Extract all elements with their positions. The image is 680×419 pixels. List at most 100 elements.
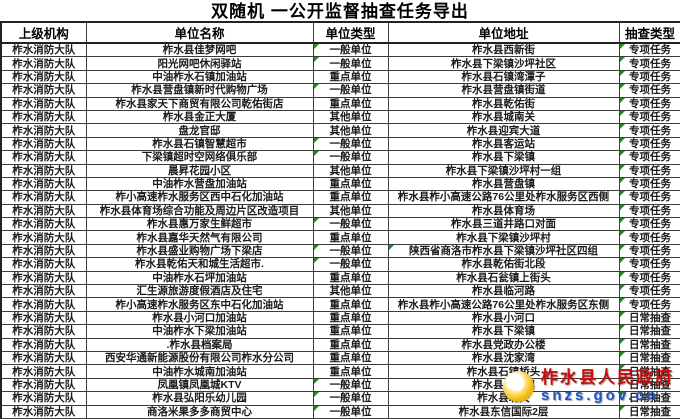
cell-name[interactable]: 盘龙官邸 <box>85 123 314 138</box>
cell-check[interactable]: 专项任务 <box>618 163 680 178</box>
cell-org[interactable]: 柞水消防大队 <box>0 83 87 98</box>
cell-name[interactable]: 柞水县佳梦网吧 <box>85 42 314 58</box>
cell-check[interactable]: 专项任务 <box>618 257 680 272</box>
cell-org[interactable]: 柞水消防大队 <box>0 297 87 312</box>
cell-addr[interactable]: 柞水县凤凰镇 <box>387 377 620 393</box>
cell-check[interactable]: 专项任务 <box>618 56 680 71</box>
cell-type[interactable]: 重点单位 <box>312 230 389 245</box>
cell-check[interactable]: 专项任务 <box>618 69 680 85</box>
cell-org[interactable]: 柞水消防大队 <box>0 123 87 138</box>
cell-name[interactable]: 柞小高速柞水服务区西中石化加油站 <box>85 190 314 205</box>
cell-addr[interactable]: 柞水县迎宾大道 <box>387 123 620 138</box>
cell-org[interactable]: 柞水消防大队 <box>0 136 87 152</box>
cell-org[interactable]: 柞水消防大队 <box>0 364 87 379</box>
cell-type[interactable]: 重点单位 <box>312 310 389 326</box>
cell-addr[interactable]: 柞水县北关 <box>387 391 620 406</box>
cell-type[interactable]: 重点单位 <box>312 69 389 85</box>
cell-name[interactable]: 柞水县石镇智慧超市 <box>85 136 314 152</box>
cell-org[interactable]: 柞水消防大队 <box>0 163 87 178</box>
cell-org[interactable]: 柞水消防大队 <box>0 150 87 165</box>
cell-check[interactable]: 专项任务 <box>618 270 680 286</box>
cell-type[interactable]: 一般单位 <box>312 257 389 272</box>
cell-check[interactable]: 专项任务 <box>618 190 680 205</box>
cell-name[interactable]: 中油柞水石坪加油站 <box>85 270 314 286</box>
cell-type[interactable]: 重点单位 <box>312 176 389 192</box>
cell-addr[interactable]: 柞水县下梁镇 <box>387 324 620 339</box>
cell-addr[interactable]: 柞水县柞小高速公路76公里处柞水服务区西侧 <box>387 190 620 205</box>
cell-org[interactable]: 柞水消防大队 <box>0 377 87 393</box>
column-header-check[interactable]: 抽查类型 <box>618 21 680 44</box>
cell-type[interactable]: 重点单位 <box>312 190 389 205</box>
cell-type[interactable]: 一般单位 <box>312 391 389 406</box>
cell-type[interactable]: 重点单位 <box>312 270 389 286</box>
cell-addr[interactable]: 柞水县石镇湾潭子 <box>387 69 620 85</box>
cell-name[interactable]: 中油柞水下梁加油站 <box>85 324 314 339</box>
cell-org[interactable]: 柞水消防大队 <box>0 109 87 125</box>
cell-name[interactable]: 柞水县营盘镇新时代购物广场 <box>85 83 314 98</box>
cell-type[interactable]: 重点单位 <box>312 96 389 111</box>
cell-org[interactable]: 柞水消防大队 <box>0 56 87 71</box>
cell-check[interactable]: 专项任务 <box>618 243 680 259</box>
cell-check[interactable]: 日常抽查 <box>618 377 680 393</box>
cell-org[interactable]: 柞水消防大队 <box>0 391 87 406</box>
cell-org[interactable]: 柞水消防大队 <box>0 69 87 85</box>
column-header-addr[interactable]: 单位地址 <box>387 21 620 44</box>
cell-name[interactable]: 柞小高速柞水服务区东中石化加油站 <box>85 297 314 312</box>
cell-name[interactable]: 中油柞水石镇加油站 <box>85 69 314 85</box>
cell-name[interactable]: 柞水县乾佑天和城生活超市. <box>85 257 314 272</box>
cell-name[interactable]: 柞水县惠万家生鲜超市 <box>85 217 314 232</box>
cell-org[interactable]: 柞水消防大队 <box>0 203 87 219</box>
cell-name[interactable]: 汇生源旅游度假酒店及住宅 <box>85 284 314 299</box>
cell-addr[interactable]: 柞水县营盘镇街道 <box>387 83 620 98</box>
cell-org[interactable]: 柞水消防大队 <box>0 217 87 232</box>
cell-type[interactable]: 一般单位 <box>312 42 389 58</box>
cell-type[interactable]: 一般单位 <box>312 150 389 165</box>
cell-type[interactable]: 其他单位 <box>312 109 389 125</box>
cell-check[interactable]: 日常抽查 <box>618 324 680 339</box>
cell-addr[interactable]: 柞水县沈家湾 <box>387 350 620 366</box>
cell-addr[interactable]: 柞水县下梁镇 <box>387 150 620 165</box>
cell-org[interactable]: 柞水消防大队 <box>0 310 87 326</box>
cell-type[interactable]: 重点单位 <box>312 324 389 339</box>
cell-check[interactable]: 专项任务 <box>618 203 680 219</box>
cell-type[interactable]: 其他单位 <box>312 163 389 178</box>
cell-check[interactable]: 专项任务 <box>618 217 680 232</box>
cell-check[interactable]: 日常抽查 <box>618 404 680 419</box>
cell-type[interactable]: 一般单位 <box>312 83 389 98</box>
cell-addr[interactable]: 柞水县东信国际2层 <box>387 404 620 419</box>
cell-org[interactable]: 柞水消防大队 <box>0 404 87 419</box>
cell-type[interactable]: 一般单位 <box>312 404 389 419</box>
cell-check[interactable]: 专项任务 <box>618 297 680 312</box>
cell-name[interactable]: 阳光网吧休闲驿站 <box>85 56 314 71</box>
cell-check[interactable]: 日常抽查 <box>618 391 680 406</box>
cell-addr[interactable]: 柞水县城南关 <box>387 109 620 125</box>
cell-name[interactable]: 中油柞水城南加油站 <box>85 364 314 379</box>
cell-check[interactable]: 日常抽查 <box>618 310 680 326</box>
cell-type[interactable]: 重点单位 <box>312 350 389 366</box>
column-header-name[interactable]: 单位名称 <box>85 21 314 44</box>
cell-type[interactable]: 其他单位 <box>312 123 389 138</box>
cell-addr[interactable]: 柞水县下梁镇沙坪社区 <box>387 56 620 71</box>
cell-addr[interactable]: 柞水县三道井路口对面 <box>387 217 620 232</box>
cell-name[interactable]: 凤凰镇凤凰城KTV <box>85 377 314 393</box>
cell-org[interactable]: 柞水消防大队 <box>0 42 87 58</box>
column-header-type[interactable]: 单位类型 <box>312 21 389 44</box>
cell-addr[interactable]: 柞水县乾佑街北段 <box>387 257 620 272</box>
cell-check[interactable]: 专项任务 <box>618 136 680 152</box>
cell-type[interactable]: 一般单位 <box>312 377 389 393</box>
cell-name[interactable]: 柞水县嘉华天然气有限公司 <box>85 230 314 245</box>
cell-addr[interactable]: 柞水县柞小高速公路76公里处柞水服务区东侧 <box>387 297 620 312</box>
cell-check[interactable]: 专项任务 <box>618 230 680 245</box>
cell-check[interactable]: 专项任务 <box>618 42 680 58</box>
cell-org[interactable]: 柞水消防大队 <box>0 324 87 339</box>
cell-addr[interactable]: 陕西省商洛市柞水县下梁镇沙坪社区四组 <box>387 243 620 259</box>
cell-name[interactable]: 柞水县盛业购物广场下梁店 <box>85 243 314 259</box>
cell-org[interactable]: 柞水消防大队 <box>0 230 87 245</box>
cell-org[interactable]: 柞水消防大队 <box>0 284 87 299</box>
cell-org[interactable]: 柞水消防大队 <box>0 190 87 205</box>
cell-type[interactable]: 重点单位 <box>312 337 389 352</box>
cell-name[interactable]: 柞水县金正大厦 <box>85 109 314 125</box>
cell-addr[interactable]: 柞水县下梁镇沙坪村 <box>387 230 620 245</box>
cell-name[interactable]: 柞水县家天下商贸有限公司乾佑街店 <box>85 96 314 111</box>
cell-addr[interactable]: 柞水县党政办公楼 <box>387 337 620 352</box>
